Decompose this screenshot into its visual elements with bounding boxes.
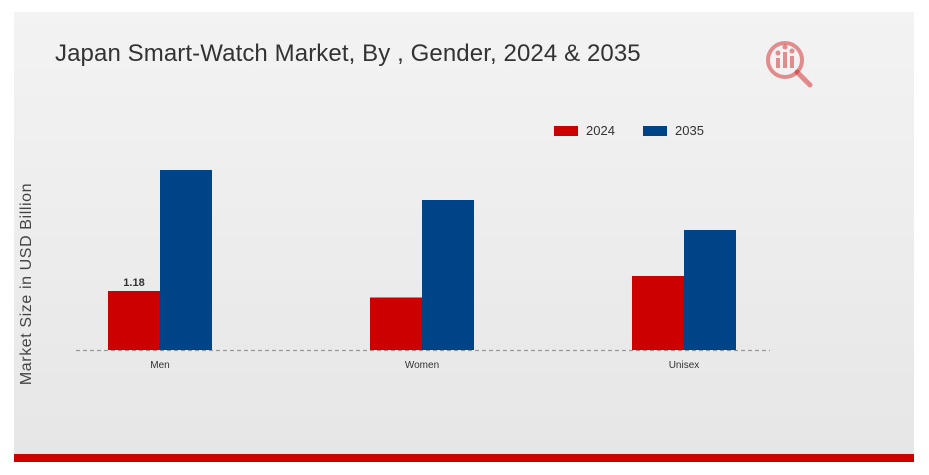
legend-swatch-2024 — [554, 125, 578, 136]
market-research-logo-icon — [763, 38, 815, 90]
legend-label-2035: 2035 — [675, 123, 704, 138]
legend-label-2024: 2024 — [586, 123, 615, 138]
bar-women-2024 — [370, 297, 422, 350]
bar-men-2035 — [160, 170, 212, 350]
legend-item-2024: 2024 — [554, 123, 615, 138]
bar-unisex-2035 — [684, 230, 736, 350]
bar-unisex-2024 — [632, 276, 684, 350]
bar-men-2024 — [108, 291, 160, 350]
legend-item-2035: 2035 — [643, 123, 704, 138]
legend-swatch-2035 — [643, 125, 667, 136]
data-label: 1.18 — [123, 277, 144, 289]
bottom-accent-bar — [14, 454, 914, 462]
chart-title: Japan Smart-Watch Market, By , Gender, 2… — [55, 40, 641, 67]
x-tick-label-men: Men — [150, 360, 169, 371]
bar-women-2035 — [422, 200, 474, 350]
x-tick-label-women: Women — [405, 360, 439, 371]
x-tick-label-unisex: Unisex — [669, 360, 700, 371]
